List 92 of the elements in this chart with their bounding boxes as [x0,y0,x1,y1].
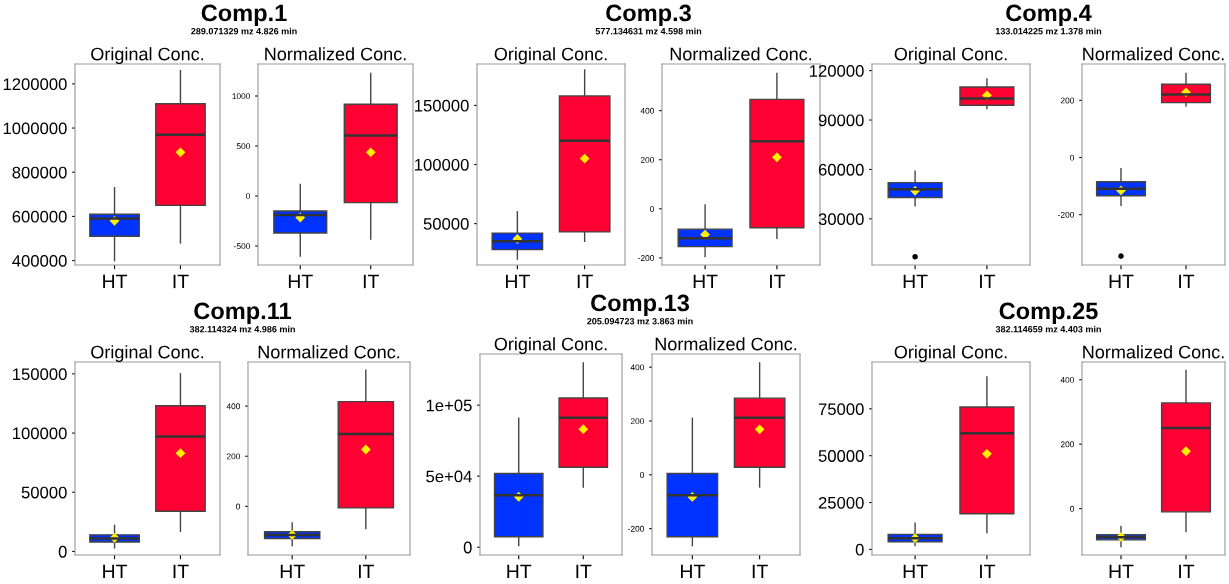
y-tick-label: 75000 [818,403,864,416]
chart-title: Original Conc. [91,345,204,362]
text: 382.114659 mz 4.403 min [995,325,1101,333]
y-tick-label: -200 [628,525,645,532]
y-tick-label: 400 [226,403,241,410]
y-tick-label: 150000 [13,368,67,381]
text: 382.114324 mz 4.986 min [189,325,295,333]
y-tick-label: 50000 [21,486,67,499]
text: Comp.4 [1006,4,1092,26]
y-tick-label: 200 [630,418,645,425]
x-tick-label: HT [1109,564,1134,579]
chart-title: Original Conc. [494,47,607,64]
y-tick-label: 200 [640,156,655,163]
y-tick-label: -200 [1058,211,1075,218]
y-tick-label: 800000 [12,166,67,179]
x-tick-label: IT [980,274,996,289]
text: 289.071329 mz 4.826 min [191,27,297,35]
y-tick-label: 50000 [423,218,469,230]
y-tick-label: 50000 [818,450,864,462]
y-tick-label: 0 [650,206,655,212]
chart-title: Original Conc. [494,337,607,354]
y-tick-label: -200 [638,255,655,261]
x-tick-label: IT [980,564,996,579]
text: Comp.25 [999,302,1098,324]
x-tick-label: IT [752,564,768,579]
chart-title: Normalized Conc. [1083,345,1224,359]
y-tick-label: 500 [236,143,251,150]
x-tick-label: IT [1179,274,1195,289]
y-tick-label: 5e+04 [426,470,472,483]
y-tick-label: 1000 [232,93,251,100]
text: Comp.11 [194,302,292,324]
text: Comp.1 [201,4,287,26]
y-tick-label: 1e+05 [426,399,472,412]
y-tick-label: 120000 [810,64,864,77]
x-tick-label: IT [770,274,786,289]
y-tick-label: 0 [1070,505,1075,512]
y-tick-label: 1200000 [3,78,67,91]
text: 205.094723 mz 3.863 min [587,317,693,325]
y-tick-label: 0 [463,541,472,554]
x-tick-label: IT [576,564,592,579]
x-tick-label: HT [103,274,128,289]
y-tick-label: 0 [246,193,251,200]
y-tick-label: 100000 [415,158,469,171]
y-tick-label: 100000 [13,427,67,440]
x-tick-label: IT [1179,564,1195,579]
x-tick-label: IT [577,274,593,289]
y-tick-label: 0 [855,543,864,556]
y-tick-label: 0 [236,503,241,510]
y-tick-label: -500 [234,243,251,250]
x-tick-label: HT [1109,274,1134,289]
text: 577.134631 mz 4.598 min [595,27,702,35]
y-tick-label: 90000 [818,114,864,127]
chart-title: Normalized Conc. [655,337,797,351]
x-tick-label: HT [280,564,305,579]
x-tick-label: HT [507,564,532,579]
x-tick-label: IT [173,274,189,289]
x-tick-label: HT [506,274,530,289]
y-tick-label: 400 [1060,376,1075,383]
x-tick-label: HT [288,274,313,289]
x-tick-label: HT [903,274,928,289]
text: 133.014225 mz 1.378 min [995,27,1102,35]
chart-title: Normalized Conc. [265,47,406,61]
y-tick-label: 400 [630,364,645,371]
text: Comp.3 [606,4,691,26]
chart-title: Normalized Conc. [1083,47,1224,61]
y-tick-label: 0 [1070,154,1075,161]
x-tick-label: HT [693,274,718,289]
x-tick-label: IT [363,274,379,289]
chart-title: Normalized Conc. [670,47,812,61]
y-tick-label: 400000 [12,254,67,267]
y-tick-label: 400 [640,107,655,114]
y-tick-label: 200 [1060,97,1075,104]
text: Comp.13 [591,294,690,316]
y-tick-label: 150000 [415,99,469,112]
x-tick-label: IT [358,564,375,579]
x-tick-label: HT [103,564,128,579]
y-tick-label: 0 [640,472,645,478]
y-tick-label: 60000 [818,163,864,176]
x-tick-label: HT [903,564,928,579]
x-tick-label: HT [681,564,705,579]
y-tick-label: 600000 [12,210,67,223]
chart-title: Normalized Conc. [258,345,400,359]
y-tick-label: 0 [58,545,67,558]
y-tick-label: 1000000 [3,122,67,135]
y-tick-label: 30000 [818,213,864,226]
x-tick-label: IT [173,564,189,579]
y-tick-label: 25000 [818,496,864,509]
chart-title: Original Conc. [91,47,204,64]
chart-title: Original Conc. [894,345,1007,362]
chart-title: Original Conc. [894,47,1007,64]
y-tick-label: 200 [1060,441,1075,448]
y-tick-label: 200 [226,453,241,460]
